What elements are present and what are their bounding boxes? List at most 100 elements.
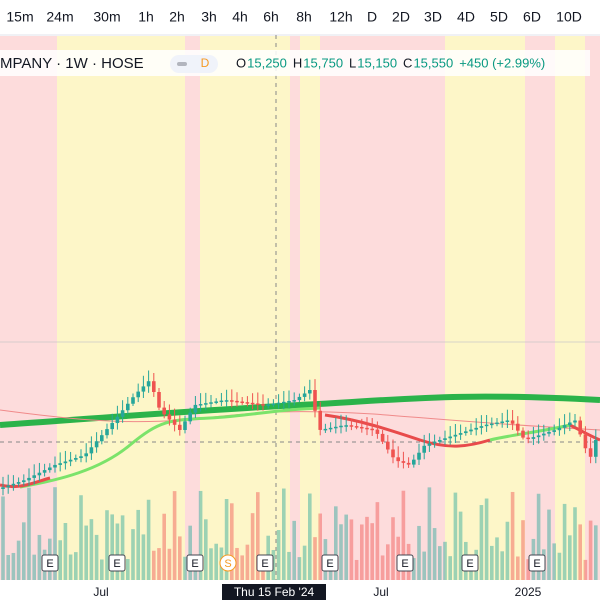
- event-marker[interactable]: E: [466, 558, 473, 570]
- interval-button[interactable]: 6D: [523, 9, 541, 25]
- interval-button[interactable]: 15m: [6, 9, 33, 25]
- candles: [1, 370, 598, 496]
- bands: [0, 36, 600, 580]
- volume-bar: [53, 487, 57, 580]
- candle-body: [287, 400, 291, 403]
- volume-bar: [141, 534, 146, 580]
- candle-body: [495, 422, 499, 425]
- candle-body: [464, 431, 468, 434]
- candle-body: [240, 401, 244, 404]
- volume-bar: [490, 545, 494, 580]
- event-marker[interactable]: E: [533, 558, 540, 570]
- candle-body: [235, 400, 239, 403]
- volume-bar: [245, 544, 250, 580]
- volume-bar: [183, 556, 187, 580]
- volume-bar: [536, 493, 541, 580]
- volume-bar: [422, 551, 426, 580]
- interval-button[interactable]: 3h: [201, 9, 217, 25]
- interval-button[interactable]: 1h: [138, 9, 154, 25]
- candle-body: [521, 430, 525, 438]
- event-marker[interactable]: E: [46, 558, 53, 570]
- event-marker-bg: [186, 554, 204, 572]
- candle-body: [32, 475, 36, 478]
- volume-bar: [500, 551, 504, 580]
- ma-short-up: [489, 423, 571, 442]
- toolbar: [0, 0, 600, 35]
- event-marker-bg: [219, 554, 237, 572]
- candle-body: [490, 423, 494, 426]
- candle-body: [141, 386, 146, 392]
- interval-button[interactable]: 12h: [329, 9, 352, 25]
- volume-bar: [204, 519, 208, 580]
- volume-bar: [438, 546, 442, 580]
- interval-button[interactable]: D: [367, 9, 377, 25]
- volume-bar: [110, 514, 114, 580]
- interval-button[interactable]: 3D: [424, 9, 442, 25]
- event-marker[interactable]: E: [401, 558, 408, 570]
- interval-button[interactable]: 24m: [46, 9, 73, 25]
- interval-button[interactable]: 6h: [263, 9, 279, 25]
- volume-bar: [94, 534, 99, 580]
- candle-body: [157, 392, 161, 408]
- volume-bar: [318, 513, 322, 580]
- volume-bar: [68, 554, 73, 580]
- candle-body: [245, 402, 250, 404]
- event-marker-bg: [528, 554, 546, 572]
- candle-body: [302, 393, 307, 397]
- candle-body: [432, 441, 437, 444]
- candle-body: [391, 449, 395, 458]
- crosshair-label: Thu 15 Feb '24: [234, 585, 315, 599]
- candle-body: [58, 463, 62, 465]
- event-marker[interactable]: E: [113, 558, 120, 570]
- candle-body: [256, 403, 260, 405]
- candle-body: [250, 402, 255, 405]
- interval-button[interactable]: 2D: [392, 9, 410, 25]
- interval-button[interactable]: 2h: [169, 9, 185, 25]
- volume-bar: [391, 517, 395, 580]
- interval-button[interactable]: 5D: [490, 9, 508, 25]
- event-marker-bg: [461, 554, 479, 572]
- volume-bar: [224, 498, 229, 580]
- symbol[interactable]: MPANY · 1W · HOSE: [0, 55, 144, 72]
- interval-button[interactable]: 30m: [93, 9, 120, 25]
- volume-bar: [167, 548, 172, 580]
- ohlc-change: +450 (+2.99%): [459, 55, 545, 70]
- candle-body: [136, 391, 140, 398]
- volume-bar: [100, 559, 104, 580]
- volume-bar: [521, 520, 525, 580]
- candle-body: [282, 401, 286, 404]
- interval-button[interactable]: 8h: [296, 9, 312, 25]
- volume-bar: [495, 537, 499, 580]
- volume-bar: [443, 541, 447, 580]
- volume-bar: [458, 511, 463, 580]
- candle-body: [48, 467, 52, 471]
- band: [200, 36, 290, 580]
- interval-button[interactable]: 4h: [232, 9, 248, 25]
- candle-body: [417, 452, 421, 460]
- event-marker[interactable]: S: [224, 558, 231, 570]
- candle-body: [37, 472, 42, 476]
- ohlc-close-label: C: [403, 55, 412, 70]
- volume-bar: [131, 529, 135, 580]
- candle-body: [266, 404, 270, 406]
- interval-button[interactable]: 10D: [556, 9, 582, 25]
- ohlc-close: 15,550: [413, 55, 453, 70]
- ma-long: [0, 393, 600, 428]
- ohlc-high-label: H: [293, 55, 302, 70]
- candle-body: [209, 402, 213, 404]
- badge-bg: [170, 55, 218, 73]
- candle-body: [276, 402, 281, 405]
- volume-bar: [552, 543, 556, 580]
- candle-body: [42, 470, 47, 473]
- event-marker[interactable]: E: [191, 558, 198, 570]
- event-marker[interactable]: E: [326, 558, 333, 570]
- candle-body: [365, 427, 369, 430]
- candle-body: [79, 456, 83, 458]
- volume-bar: [354, 559, 359, 580]
- x-label: Jul: [373, 585, 388, 599]
- event-marker[interactable]: E: [261, 558, 268, 570]
- candle-body: [318, 410, 322, 430]
- interval-button[interactable]: 4D: [457, 9, 475, 25]
